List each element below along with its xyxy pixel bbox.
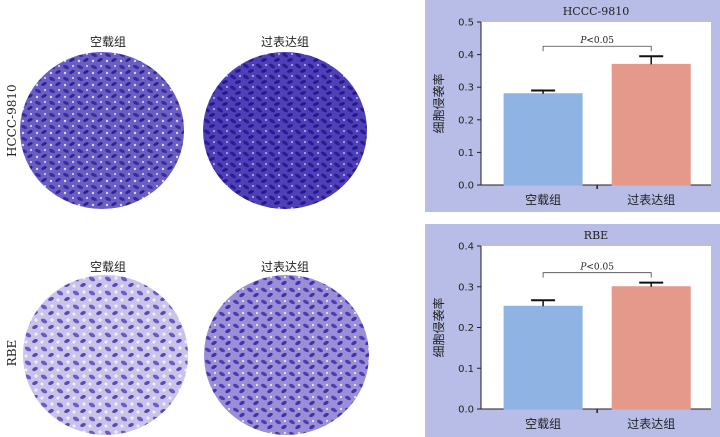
micrograph-rbe-overexpression-image <box>204 275 369 435</box>
significance-label: P<0.05 <box>579 36 614 46</box>
micrograph-rbe-overexpression <box>204 275 369 435</box>
y-tick-label: 0.3 <box>458 282 474 293</box>
chart-panel-rbe: RBE 0.0 0.1 0.2 0.3 0.4 细胞侵袭率空载组 过表达组 P<0.05 <box>425 224 720 437</box>
chart-panel-hccc: HCCC-9810 0.0 0.1 0.2 0.3 0.4 0.5 细胞侵袭率空载组 过表达组 P… <box>425 0 720 212</box>
col-label-row1-overexpression: 过表达组 <box>260 35 309 49</box>
col-label-row1-control: 空载组 <box>89 35 126 49</box>
y-tick-label: 0.0 <box>458 405 474 416</box>
micrograph-hccc-overexpression-image <box>203 52 367 209</box>
significance-label: P<0.05 <box>579 263 614 273</box>
chart-title: RBE <box>584 229 608 242</box>
row-label-hccc: HCCC-9810 <box>5 84 19 157</box>
y-tick-label: 0.1 <box>458 364 474 375</box>
y-tick-label: 0.4 <box>458 50 474 61</box>
x-tick-label-1: 过表达组 <box>627 417 675 431</box>
y-tick-label: 0.2 <box>458 323 474 334</box>
x-tick-label-1: 过表达组 <box>627 193 675 207</box>
significance-bracket <box>542 45 652 52</box>
y-tick-label: 0.0 <box>458 181 474 192</box>
micrograph-rbe-control <box>23 275 188 435</box>
y-tick-label: 0.4 <box>458 242 474 253</box>
micrograph-hccc-overexpression <box>203 52 367 209</box>
micrograph-rbe-control-image <box>23 275 188 435</box>
x-tick-label-0: 空载组 <box>525 417 561 431</box>
y-axis-label: 细胞侵袭率 <box>431 73 446 133</box>
col-label-row2-overexpression: 过表达组 <box>260 260 309 274</box>
micrograph-hccc-control <box>20 52 184 209</box>
significance-bracket <box>542 272 652 278</box>
col-label-row2-control: 空载组 <box>89 260 126 274</box>
micrograph-hccc-control-image <box>20 52 184 209</box>
bar-0 <box>503 93 583 186</box>
y-tick-label: 0.1 <box>458 148 474 159</box>
y-axis-label: 细胞侵袭率 <box>431 297 446 357</box>
y-tick-label: 0.5 <box>458 18 474 29</box>
y-tick-label: 0.2 <box>458 115 474 126</box>
row-label-rbe: RBE <box>5 339 19 367</box>
bar-1 <box>611 286 691 410</box>
x-tick-label-0: 空载组 <box>525 193 561 207</box>
bar-0 <box>503 305 583 410</box>
y-tick-label: 0.3 <box>458 83 474 94</box>
bar-1 <box>611 63 691 186</box>
chart-title: HCCC-9810 <box>563 5 630 18</box>
